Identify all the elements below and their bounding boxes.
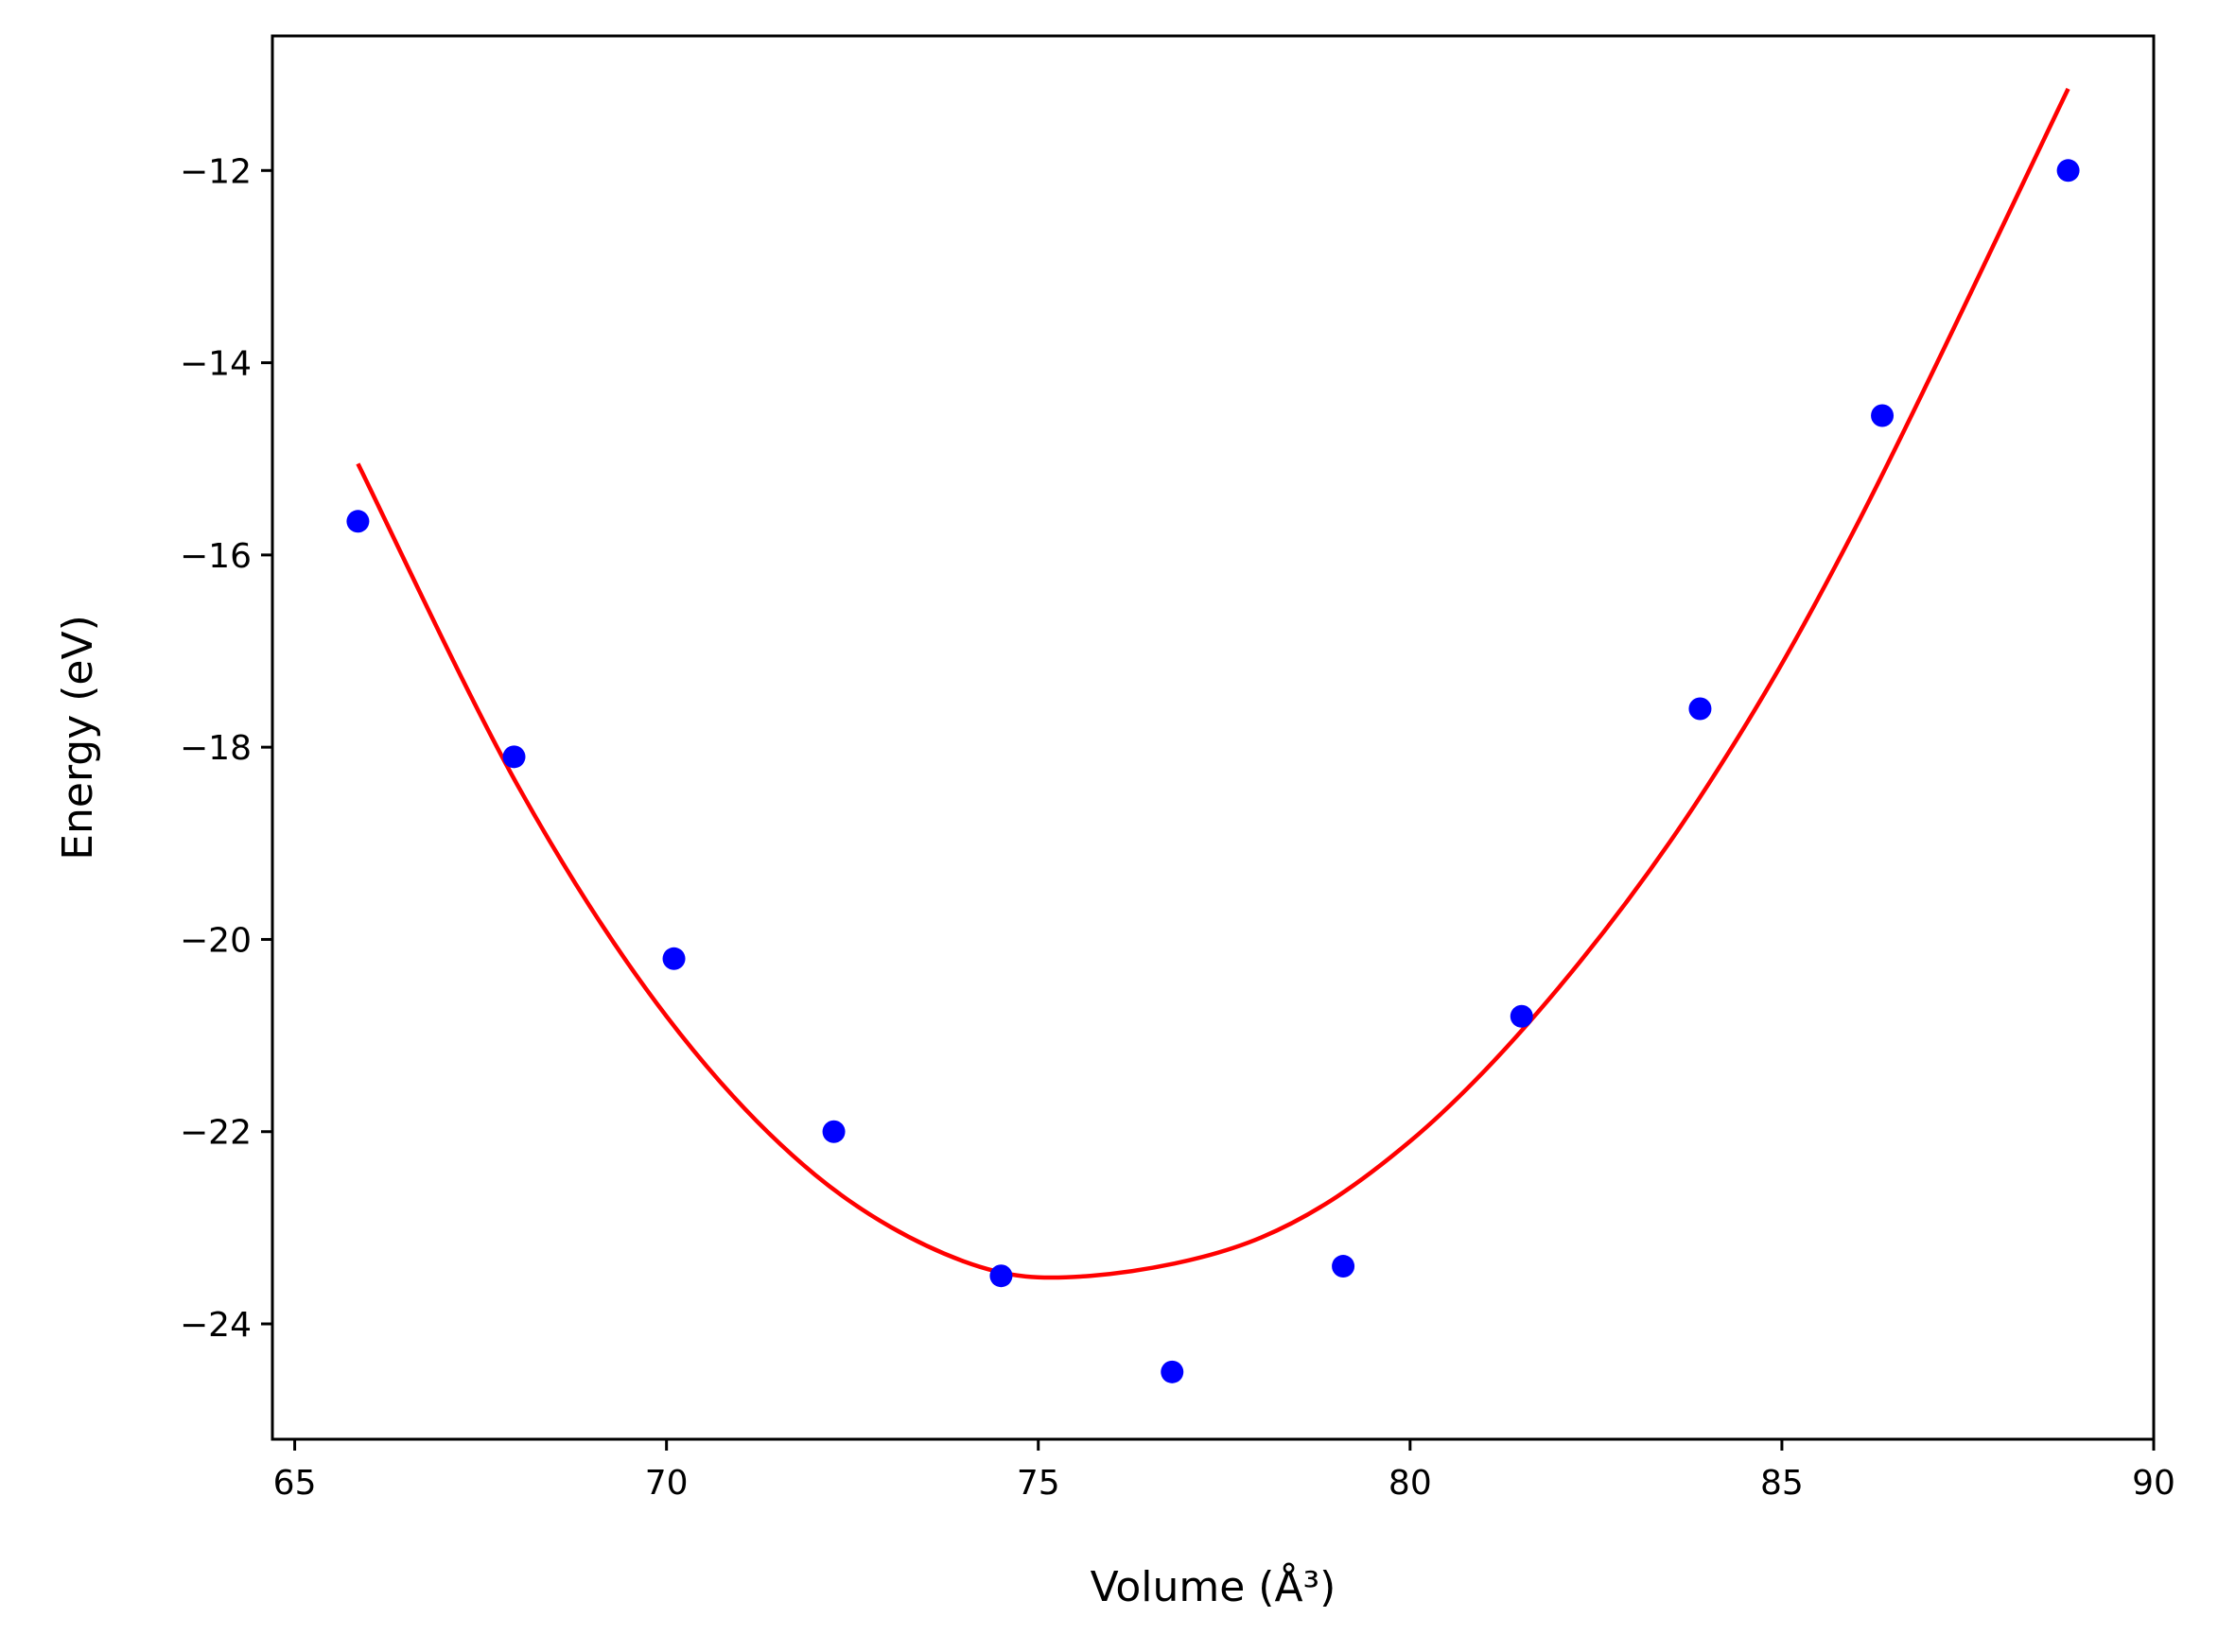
data-point [1510,1004,1533,1028]
y-tick-label: −12 [180,152,252,191]
data-point [1688,697,1712,721]
y-tick-label: −24 [180,1306,252,1345]
y-axis-label: Energy (eV) [54,615,102,861]
x-tick-label: 85 [1760,1464,1804,1503]
x-tick-label: 75 [1017,1464,1060,1503]
y-tick-label: −18 [180,729,252,768]
data-point [1871,404,1895,427]
data-point [822,1120,846,1143]
plot-frame [271,34,2156,1441]
axis-ticks: 65 70 75 80 85 90 −24 −22 −20 −18 −16 −14 −12 [180,152,2175,1503]
x-axis-label: Volume (Å³) [1091,1561,1336,1611]
data-point [662,947,686,970]
x-tick-label: 65 [273,1464,317,1503]
data-point [2056,159,2080,183]
y-tick-label: −14 [180,345,252,384]
x-tick-label: 70 [645,1464,689,1503]
data-point [1161,1360,1184,1383]
data-point [502,745,526,769]
x-tick-label: 80 [1388,1464,1432,1503]
y-tick-label: −16 [180,537,252,576]
fit-curve [356,87,2070,1280]
y-tick-label: −20 [180,921,252,960]
data-point [989,1264,1013,1288]
x-tick-label: 90 [2132,1464,2175,1503]
data-point [346,510,370,533]
y-tick-label: −22 [180,1114,252,1153]
data-point [1332,1255,1355,1278]
plot-area [346,87,2080,1383]
